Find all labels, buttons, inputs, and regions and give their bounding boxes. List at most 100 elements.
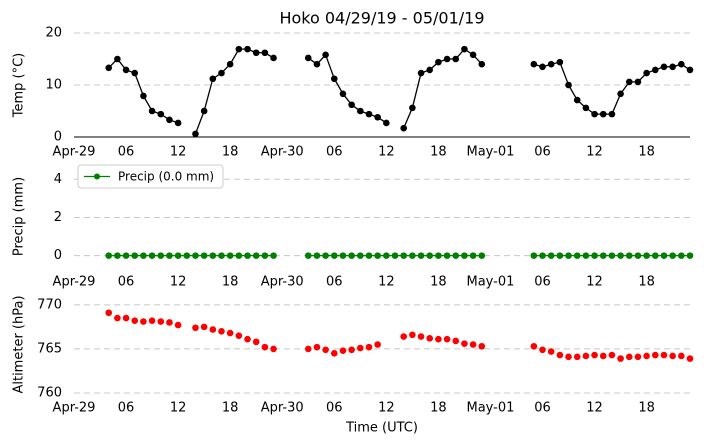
- x-tick-label: 18: [638, 401, 655, 416]
- data-point: [140, 92, 147, 100]
- data-point: [409, 104, 416, 112]
- data-point: [660, 252, 668, 259]
- data-point: [235, 332, 243, 339]
- x-tick-label: Apr-29: [53, 145, 96, 160]
- data-point: [114, 314, 121, 322]
- data-point: [400, 124, 407, 132]
- x-tick-label: 06: [326, 275, 343, 290]
- data-point: [114, 252, 121, 259]
- data-point: [174, 252, 182, 259]
- data-point: [304, 54, 312, 62]
- data-point: [270, 345, 277, 353]
- data-point: [678, 60, 685, 68]
- data-point: [651, 252, 659, 259]
- data-point: [226, 329, 234, 337]
- data-point: [547, 60, 555, 68]
- data-point: [634, 252, 642, 259]
- data-point: [426, 252, 434, 259]
- data-point: [122, 66, 130, 74]
- x-tick-label: 06: [534, 401, 551, 416]
- data-point: [478, 252, 486, 259]
- data-point: [313, 343, 321, 351]
- data-point: [556, 58, 564, 66]
- data-point: [435, 58, 442, 66]
- x-tick-label: 18: [430, 145, 447, 160]
- x-tick-label: Apr-30: [261, 401, 304, 416]
- x-tick-label: Apr-29: [53, 401, 96, 416]
- data-point: [391, 252, 399, 259]
- data-point: [573, 252, 581, 259]
- data-point: [547, 348, 555, 355]
- data-point: [452, 337, 460, 345]
- data-point: [686, 252, 694, 259]
- data-point: [270, 54, 277, 62]
- data-point: [252, 338, 260, 346]
- data-point: [547, 252, 555, 259]
- data-point: [591, 252, 598, 259]
- data-point: [183, 252, 191, 259]
- data-point: [651, 66, 659, 74]
- x-tick-label: 18: [638, 145, 655, 160]
- data-point: [400, 333, 407, 340]
- data-point: [261, 49, 269, 57]
- data-point: [192, 252, 199, 259]
- data-point: [409, 331, 416, 339]
- y-tick-label: 765: [37, 341, 62, 356]
- data-point: [556, 351, 564, 359]
- data-point: [452, 55, 460, 63]
- data-point: [192, 130, 199, 138]
- x-tick-label: 18: [222, 401, 239, 416]
- x-tick-label: 06: [534, 145, 551, 160]
- data-point: [339, 347, 347, 354]
- data-point: [244, 335, 251, 343]
- data-point: [469, 252, 477, 259]
- data-point: [426, 335, 434, 342]
- data-point: [573, 353, 581, 361]
- data-point: [252, 49, 260, 57]
- data-point: [174, 321, 182, 329]
- data-point: [313, 252, 321, 259]
- data-point: [643, 352, 650, 360]
- data-point: [608, 351, 616, 359]
- data-point: [131, 69, 139, 77]
- data-point: [669, 352, 676, 360]
- data-point: [348, 101, 355, 109]
- data-point: [686, 66, 694, 74]
- data-point: [374, 113, 381, 121]
- data-point: [383, 119, 390, 127]
- data-point: [209, 326, 217, 333]
- data-point: [383, 252, 390, 259]
- data-point: [651, 351, 659, 359]
- data-point: [625, 353, 633, 361]
- x-tick-label: 18: [638, 275, 655, 290]
- data-point: [330, 350, 338, 357]
- data-point: [599, 352, 607, 360]
- data-point: [339, 90, 347, 98]
- data-point: [461, 252, 468, 259]
- data-point: [435, 335, 442, 343]
- data-point: [166, 116, 173, 124]
- data-point: [478, 342, 486, 350]
- y-tick-label: 4: [54, 172, 62, 187]
- data-point: [417, 333, 425, 340]
- data-point: [582, 252, 590, 259]
- data-point: [617, 355, 624, 362]
- data-point: [244, 45, 251, 53]
- data-point: [348, 346, 355, 354]
- data-point: [357, 107, 364, 115]
- data-point: [634, 78, 642, 86]
- data-point: [348, 252, 355, 259]
- data-point: [409, 252, 416, 259]
- data-point: [218, 327, 225, 335]
- data-point: [478, 60, 486, 68]
- x-tick-label: 12: [378, 401, 395, 416]
- data-point: [643, 252, 650, 259]
- data-point: [105, 309, 113, 317]
- y-tick-label: 770: [37, 297, 62, 312]
- data-point: [582, 352, 590, 360]
- data-point: [131, 252, 139, 259]
- data-point: [261, 343, 269, 351]
- data-point: [539, 252, 546, 259]
- data-point: [322, 51, 329, 59]
